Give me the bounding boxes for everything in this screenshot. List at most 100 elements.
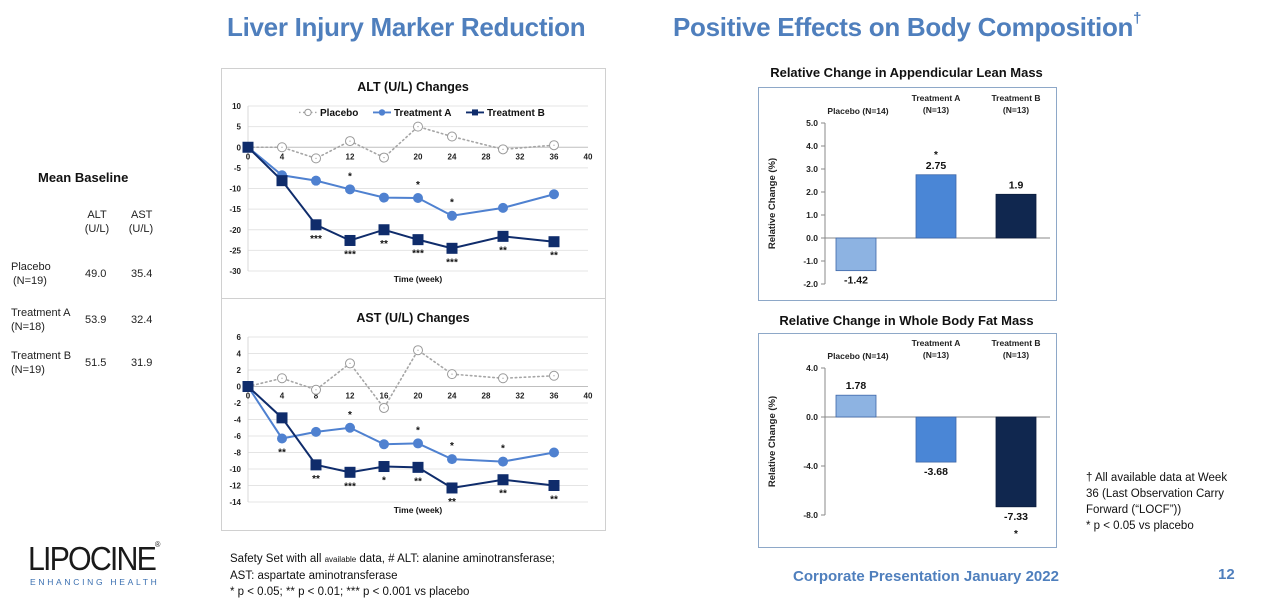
bar-treatment-b (995, 193, 1037, 239)
section-title-body-composition: Positive Effects on Body Composition† (673, 10, 1142, 43)
chart-title: AST (U/L) Changes (356, 311, 469, 325)
x-tick-label: 20 (414, 152, 423, 161)
data-point-center (315, 157, 317, 159)
fat-mass-bar-chart: 4.0 0.0 -4.0 -8.0 Relative Change (%) 1.78 Pla… (767, 338, 1050, 540)
dagger-mark: † (1133, 10, 1142, 27)
y-tick-label: -12 (229, 482, 241, 491)
y-tick-label: -1.0 (803, 256, 818, 266)
bar-value-label: -3.68 (924, 466, 948, 478)
body-composition-footnote: † All available data at Week 36 (Last Ob… (1086, 470, 1227, 534)
x-tick-label: 24 (448, 152, 457, 161)
significance-marker: * (501, 444, 505, 455)
bar-treatment-a (915, 416, 957, 463)
significance-marker: * (382, 476, 386, 487)
footnote-line: 36 (Last Observation Carry (1086, 488, 1225, 500)
y-tick-label: -14 (229, 498, 241, 507)
y-tick-label: 0 (237, 143, 242, 152)
category-label: Placebo (N=14) (827, 351, 888, 361)
y-tick-label: 0.0 (806, 233, 818, 243)
data-point-treatment-a (413, 192, 423, 203)
panel-divider (221, 298, 605, 299)
data-point-center (315, 389, 317, 391)
x-tick-label: 4 (280, 392, 285, 401)
row-alt: 53.9 (85, 314, 107, 326)
data-point-treatment-b (412, 234, 424, 246)
legend-marker (304, 108, 312, 117)
category-label: (N=13) (1003, 105, 1029, 115)
data-point-center (553, 375, 555, 377)
footnote-line: Forward (“LOCF”)) (1086, 504, 1182, 516)
data-point-treatment-b (310, 459, 322, 471)
data-point-treatment-b (497, 230, 509, 242)
bar-value-label: -7.33 (1004, 511, 1028, 523)
footnote-line: † All available data at Week (1086, 472, 1228, 484)
col-alt-unit: (U/L) (84, 223, 110, 235)
y-tick-label: 3.0 (806, 164, 818, 174)
y-tick-label: -20 (229, 226, 241, 235)
x-tick-label: 32 (516, 152, 525, 161)
bar-value-label: -1.42 (844, 275, 868, 287)
footnote-line: * p < 0.05 vs placebo (1086, 520, 1194, 532)
significance-marker: * (450, 198, 454, 209)
series-line-placebo (247, 125, 555, 160)
logo-tagline: ENHANCING HEALTH (30, 577, 160, 587)
col-ast-label: AST (131, 209, 153, 221)
data-point-center (502, 148, 504, 150)
significance-marker: * (348, 410, 352, 421)
y-tick-label: -8 (234, 449, 242, 458)
data-point-treatment-a (379, 192, 389, 203)
alt-line-chart: ALT (U/L) Changes 10 5 0 -5 -10 -15 -20 -25 -30 0 4… (229, 80, 593, 284)
data-point-treatment-a (277, 433, 287, 444)
significance-marker: *** (412, 249, 424, 260)
legend-marker (472, 109, 478, 116)
significance-marker: *** (344, 481, 356, 492)
data-point-treatment-b (344, 234, 356, 246)
footnote-line-1: Safety Set with all available data, # AL… (230, 551, 555, 568)
bar-placebo (835, 394, 877, 418)
y-tick-label: -4 (234, 416, 242, 425)
data-point-center (451, 135, 453, 138)
row-group: Treatment B (11, 350, 72, 362)
bar-value-label: 2.75 (926, 160, 947, 172)
y-tick-label: 5 (237, 123, 242, 132)
legend-label: Placebo (320, 108, 358, 119)
y-tick-label: -15 (229, 205, 241, 214)
data-point-center (553, 144, 555, 146)
baseline-title: Mean Baseline (38, 170, 129, 185)
significance-marker: ** (380, 239, 388, 250)
category-label: Treatment A (912, 93, 961, 103)
data-point-treatment-a (345, 184, 355, 195)
x-tick-label: 4 (280, 152, 285, 161)
data-point-treatment-b (310, 219, 322, 231)
x-tick-label: 0 (246, 152, 251, 161)
y-tick-label: 4 (237, 350, 242, 359)
y-tick-label: 5.0 (806, 118, 818, 128)
section-title-liver: Liver Injury Marker Reduction (227, 12, 586, 42)
x-tick-label: 36 (550, 392, 559, 401)
row-group: Treatment A (11, 307, 71, 319)
legend-item-treatment-a: Treatment A (373, 108, 451, 119)
y-tick-label: -10 (229, 185, 241, 194)
data-point-treatment-a (311, 426, 321, 437)
data-point-treatment-a (498, 202, 508, 213)
baseline-col-ast: AST (U/L) (129, 208, 153, 236)
y-tick-label: -25 (229, 246, 241, 255)
significance-marker: * (416, 425, 420, 436)
x-tick-label: 28 (482, 392, 491, 401)
data-point-treatment-b (344, 466, 356, 478)
y-tick-label: 6 (237, 333, 242, 342)
y-tick-label: -8.0 (803, 510, 818, 520)
significance-marker: * (416, 180, 420, 191)
category-label: Treatment B (991, 93, 1040, 103)
y-axis-label: Relative Change (%) (767, 158, 778, 249)
category-label: Treatment A (912, 338, 961, 348)
series-line-treatment-b (247, 385, 555, 490)
y-tick-label: -5 (234, 164, 242, 173)
presentation-footer: Corporate Presentation January 2022 (793, 568, 1059, 585)
y-tick-label: -10 (229, 465, 241, 474)
data-point-treatment-b (497, 474, 509, 486)
x-tick-label: 36 (550, 152, 559, 161)
significance-marker: * (934, 150, 938, 161)
footnote-small-text: available (324, 555, 357, 564)
